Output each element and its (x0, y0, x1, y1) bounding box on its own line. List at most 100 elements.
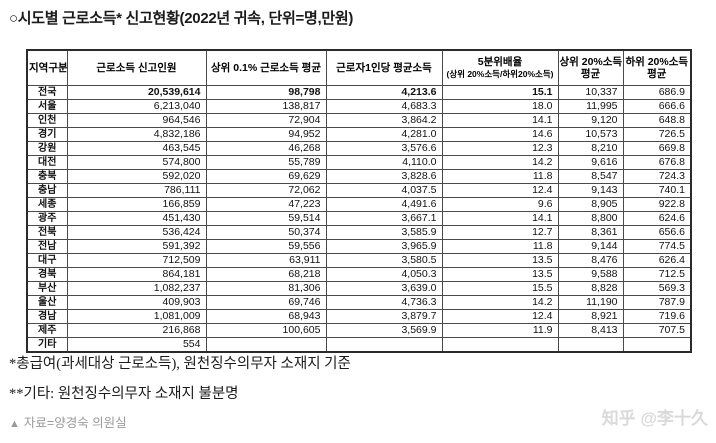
value-cell: 14.1 (441, 113, 559, 128)
value-cell: 574,800 (66, 155, 207, 170)
region-cell: 충북 (26, 169, 68, 184)
table-row: 세종 166,859 47,223 4,491.6 9.6 8,905 922.8 (26, 197, 692, 212)
value-cell: 864,181 (66, 267, 207, 282)
value-cell: 11,995 (557, 99, 624, 114)
column-header: 지역구분 (26, 49, 68, 86)
table-row: 강원 463,545 46,268 3,576.6 12.3 8,210 669.8 (26, 141, 692, 156)
value-cell: 4,050.3 (325, 267, 443, 282)
value-cell: 4,110.0 (325, 155, 443, 170)
value-cell: 4,037.5 (325, 183, 443, 198)
value-cell: 3,828.6 (325, 169, 443, 184)
value-cell: 216,868 (66, 323, 207, 338)
table-header: 지역구분 근로소득 신고인원 상위 0.1% 근로소득 평균 근로자1인당 평균소득 5… (26, 49, 692, 86)
value-cell: 626.4 (622, 253, 692, 268)
region-cell: 부산 (26, 281, 68, 296)
region-cell: 전남 (26, 239, 68, 254)
value-cell: 47,223 (205, 197, 327, 212)
zhihu-watermark: 知乎 @李十久 (601, 409, 708, 428)
value-cell: 166,859 (66, 197, 207, 212)
region-cell: 서울 (26, 99, 68, 114)
column-header: 5분위배율 (상위 20%소득/하위20%소득) (441, 49, 559, 86)
value-cell: 4,832,186 (66, 127, 207, 142)
value-cell: 10,337 (557, 85, 624, 100)
region-cell: 전국 (26, 85, 68, 100)
region-cell: 제주 (26, 323, 68, 338)
value-cell: 4,683.3 (325, 99, 443, 114)
value-cell: 14.2 (441, 295, 559, 310)
region-cell: 울산 (26, 295, 68, 310)
value-cell: 59,556 (205, 239, 327, 254)
value-cell: 63,911 (205, 253, 327, 268)
footnote-etc: **기타: 원천징수의무자 소재지 불분명 (9, 386, 239, 402)
table-row: 경북 864,181 68,218 4,050.3 13.5 9,588 712.5 (26, 267, 692, 282)
value-cell: 648.8 (622, 113, 692, 128)
region-cell: 충남 (26, 183, 68, 198)
value-cell: 15.1 (441, 85, 559, 100)
value-cell: 707.5 (622, 323, 692, 338)
table-row: 전국 20,539,614 98,798 4,213.6 15.1 10,337 686.9 (26, 85, 692, 100)
table-row: 경남 1,081,009 68,943 3,879.7 12.4 8,921 719.6 (26, 309, 692, 324)
source-credit: ▲ 자료=양경숙 의원실 (9, 412, 127, 431)
value-cell: 676.8 (622, 155, 692, 170)
value-cell: 669.8 (622, 141, 692, 156)
value-cell: 12.4 (441, 183, 559, 198)
value-cell: 3,569.9 (325, 323, 443, 338)
value-cell: 724.3 (622, 169, 692, 184)
value-cell: 8,361 (557, 225, 624, 240)
value-cell: 4,213.6 (325, 85, 443, 100)
value-cell: 68,218 (205, 267, 327, 282)
value-cell: 20,539,614 (66, 85, 207, 100)
value-cell: 10,573 (557, 127, 624, 142)
value-cell: 9,143 (557, 183, 624, 198)
value-cell: 98,798 (205, 85, 327, 100)
income-report-table: 지역구분 근로소득 신고인원 상위 0.1% 근로소득 평균 근로자1인당 평균소득 5… (26, 49, 692, 353)
table-row: 대전 574,800 55,789 4,110.0 14.2 9,616 676.8 (26, 155, 692, 170)
value-cell: 9,144 (557, 239, 624, 254)
value-cell: 3,667.1 (325, 211, 443, 226)
value-cell: 13.5 (441, 253, 559, 268)
table-row: 충남 786,111 72,062 4,037.5 12.4 9,143 740.1 (26, 183, 692, 198)
table-row: 제주 216,868 100,605 3,569.9 11.9 8,413 707.5 (26, 323, 692, 338)
value-cell: 59,514 (205, 211, 327, 226)
value-cell: 463,545 (66, 141, 207, 156)
region-cell: 대구 (26, 253, 68, 268)
value-cell: 8,210 (557, 141, 624, 156)
footnote-gross-pay: *총급여(과세대상 근로소득), 원천징수의무자 소재지 기준 (9, 356, 351, 372)
value-cell: 12.3 (441, 141, 559, 156)
value-cell: 6,213,040 (66, 99, 207, 114)
table-row: 광주 451,430 59,514 3,667.1 14.1 8,800 624.6 (26, 211, 692, 226)
value-cell: 11,190 (557, 295, 624, 310)
value-cell: 9,616 (557, 155, 624, 170)
value-cell: 4,281.0 (325, 127, 443, 142)
value-cell: 15.5 (441, 281, 559, 296)
value-cell (622, 337, 692, 353)
value-cell: 686.9 (622, 85, 692, 100)
value-cell: 72,062 (205, 183, 327, 198)
region-cell: 경북 (26, 267, 68, 282)
region-cell: 세종 (26, 197, 68, 212)
value-cell (441, 337, 559, 353)
table-row: 충북 592,020 69,629 3,828.6 11.8 8,547 724.3 (26, 169, 692, 184)
value-cell: 1,082,237 (66, 281, 207, 296)
footnotes: *총급여(과세대상 근로소득), 원천징수의무자 소재지 기준 **기타: 원천… (9, 352, 351, 412)
column-header: 하위 20%소득 평균 (622, 49, 692, 86)
column-header: 상위 0.1% 근로소득 평균 (205, 49, 327, 86)
table-row: 기타 554 (26, 337, 692, 353)
value-cell: 726.5 (622, 127, 692, 142)
value-cell: 3,576.6 (325, 141, 443, 156)
value-cell: 964,546 (66, 113, 207, 128)
region-cell: 기타 (26, 337, 68, 353)
value-cell: 50,374 (205, 225, 327, 240)
value-cell: 81,306 (205, 281, 327, 296)
value-cell: 4,491.6 (325, 197, 443, 212)
value-cell (325, 337, 443, 353)
value-cell: 72,904 (205, 113, 327, 128)
value-cell: 719.6 (622, 309, 692, 324)
value-cell: 1,081,009 (66, 309, 207, 324)
value-cell: 14.1 (441, 211, 559, 226)
value-cell: 3,585.9 (325, 225, 443, 240)
region-cell: 경기 (26, 127, 68, 142)
value-cell: 787.9 (622, 295, 692, 310)
region-cell: 대전 (26, 155, 68, 170)
region-cell: 강원 (26, 141, 68, 156)
